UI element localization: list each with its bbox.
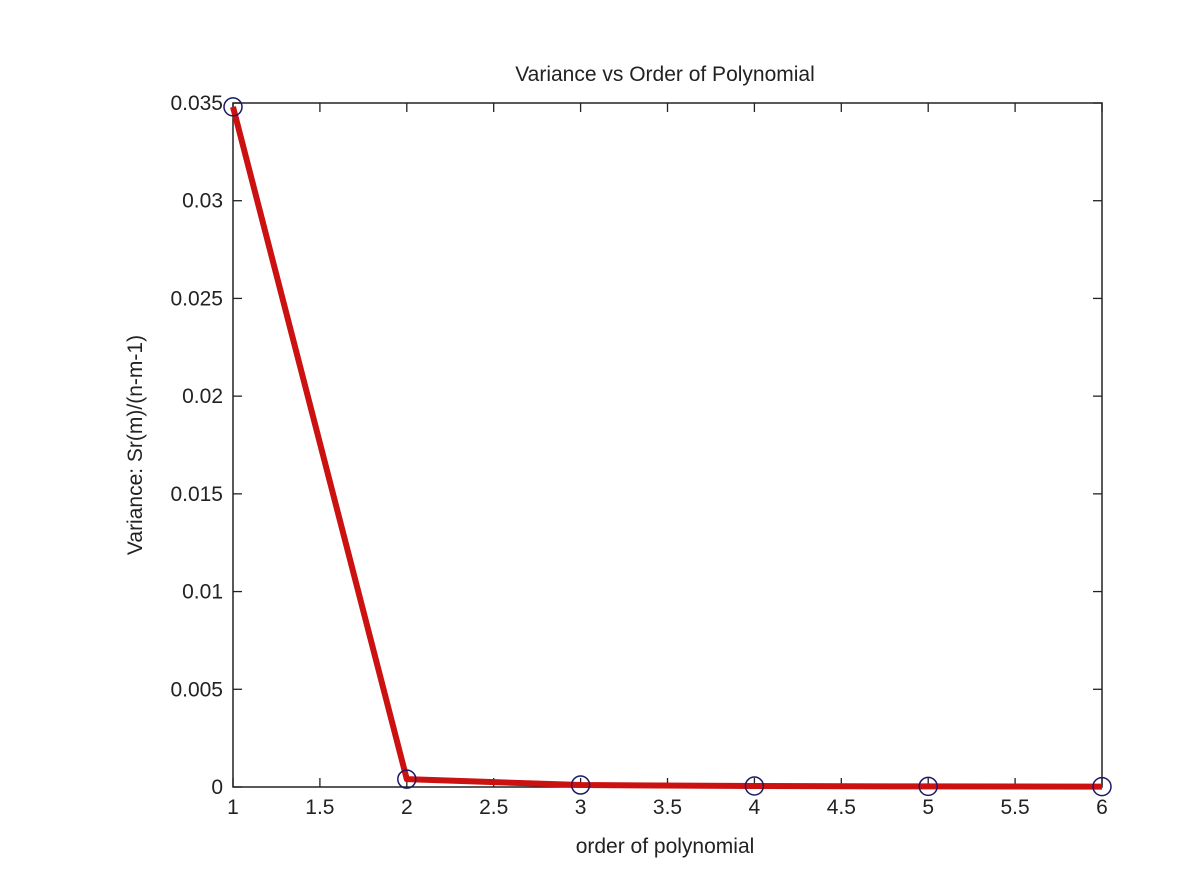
y-tick-label: 0.025	[170, 287, 223, 310]
data-point-marker	[397, 769, 417, 789]
x-tick-label: 3	[575, 796, 587, 819]
x-tick-label: 5	[922, 796, 934, 819]
x-tick-label: 4	[749, 796, 761, 819]
data-point-marker	[744, 776, 765, 796]
x-tick-label: 1.5	[305, 796, 334, 819]
y-tick-label: 0.03	[182, 190, 223, 213]
x-tick-label: 2.5	[479, 796, 508, 819]
chart-title: Variance vs Order of Polynomial	[515, 63, 815, 86]
y-tick-label: 0.035	[170, 92, 223, 115]
plot-area	[232, 102, 1103, 788]
data-point-marker	[1092, 776, 1112, 797]
x-tick-label: 5.5	[1000, 796, 1029, 819]
x-tick-label: 2	[401, 796, 413, 819]
y-tick-label: 0.02	[182, 385, 223, 408]
y-tick-label: 0.015	[170, 483, 223, 506]
x-tick-label: 4.5	[827, 796, 856, 819]
y-axis-label: Variance: Sr(m)/(n-m-1)	[124, 335, 147, 555]
x-tick-label: 6	[1096, 796, 1108, 819]
data-point-marker	[918, 776, 938, 797]
data-point-marker	[223, 97, 243, 117]
y-tick-label: 0.01	[182, 581, 223, 604]
x-axis-label: order of polynomial	[576, 835, 755, 858]
data-point-marker	[570, 775, 591, 795]
x-tick-label: 1	[227, 796, 239, 819]
series-line	[230, 106, 1103, 790]
y-tick-label: 0.005	[170, 678, 223, 701]
x-tick-label: 3.5	[653, 796, 682, 819]
y-tick-label: 0	[211, 776, 223, 799]
